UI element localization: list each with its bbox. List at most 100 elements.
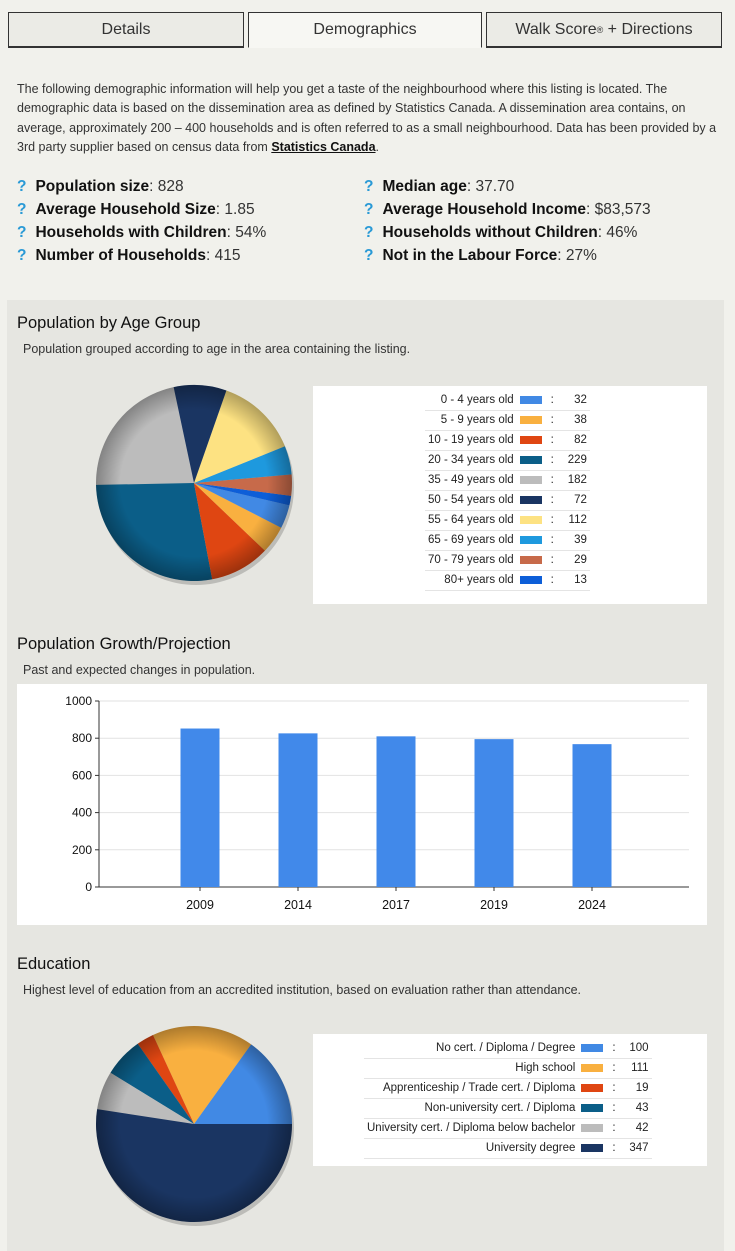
age-legend-row: 0 - 4 years old:32 — [425, 390, 590, 411]
age-legend-separator: : — [544, 410, 560, 431]
tab-demographics-label: Demographics — [313, 21, 417, 38]
education-legend-color-swatch — [581, 1143, 604, 1152]
age-legend-swatch — [516, 530, 545, 551]
growth-subtitle: Past and expected changes in population. — [23, 663, 256, 677]
education-legend-row: High school:111 — [364, 1058, 652, 1079]
age-legend-swatch — [516, 470, 545, 491]
education-legend-row: No cert. / Diploma / Degree:100 — [364, 1038, 652, 1059]
age-group-subtitle: Population grouped according to age in t… — [23, 342, 411, 356]
statistics-canada-link[interactable]: Statistics Canada — [271, 139, 376, 154]
help-icon[interactable]: ? — [364, 201, 374, 218]
age-legend-swatch — [516, 510, 545, 531]
stat-households-with-children: ? Households with Children: 54% — [17, 224, 266, 242]
growth-y-tick-label: 1000 — [65, 694, 92, 708]
help-icon[interactable]: ? — [17, 178, 27, 195]
stat-label: Average Household Income — [382, 201, 587, 218]
education-legend-table: No cert. / Diploma / Degree:100 High scho… — [364, 1038, 652, 1159]
age-legend-swatch — [516, 410, 545, 431]
age-legend-separator: : — [544, 390, 560, 411]
growth-title: Population Growth/Projection — [17, 635, 231, 653]
growth-x-tick-label: 2019 — [480, 898, 508, 912]
age-legend-label: 70 - 79 years old — [425, 550, 517, 571]
help-icon[interactable]: ? — [17, 224, 27, 241]
help-icon[interactable]: ? — [17, 201, 27, 218]
education-shading — [96, 1026, 292, 1222]
education-legend-label: University cert. / Diploma below bachelo… — [364, 1118, 579, 1139]
education-legend-value: 19 — [621, 1078, 652, 1099]
education-title: Education — [17, 955, 91, 973]
education-legend-value: 43 — [621, 1098, 652, 1119]
education-legend-swatch — [578, 1138, 607, 1159]
age-legend-color-swatch — [519, 495, 542, 504]
education-legend-row: Apprenticeship / Trade cert. / Diploma:1… — [364, 1078, 652, 1099]
age-legend-color-swatch — [519, 435, 542, 444]
age-legend-value: 39 — [559, 530, 590, 551]
growth-x-tick-label: 2014 — [284, 898, 312, 912]
tab-walk-score-directions[interactable]: Walk Score ® + Directions — [486, 12, 722, 48]
education-legend-separator: : — [606, 1078, 622, 1099]
education-legend-separator: : — [606, 1118, 622, 1139]
tab-walk-score-suffix: + Directions — [603, 20, 693, 38]
age-legend-value: 32 — [559, 390, 590, 411]
education-legend-row: Non-university cert. / Diploma:43 — [364, 1098, 652, 1119]
age-legend-row: 55 - 64 years old:112 — [425, 510, 590, 531]
age-legend-value: 82 — [559, 430, 590, 451]
age-legend-value: 182 — [559, 470, 590, 491]
age-legend-row: 70 - 79 years old:29 — [425, 550, 590, 571]
age-legend-color-swatch — [519, 415, 542, 424]
age-legend-label: 65 - 69 years old — [425, 530, 517, 551]
stat-label: Number of Households — [35, 247, 206, 264]
education-legend-value: 111 — [621, 1058, 652, 1079]
age-legend-label: 5 - 9 years old — [425, 410, 517, 431]
age-legend-color-swatch — [519, 515, 542, 524]
age-legend-color-swatch — [519, 555, 542, 564]
age-legend-value: 112 — [559, 510, 590, 531]
education-legend-row: University cert. / Diploma below bachelo… — [364, 1118, 652, 1139]
tab-details[interactable]: Details — [8, 12, 244, 48]
education-legend-color-swatch — [581, 1083, 604, 1092]
age-legend-swatch — [516, 430, 545, 451]
stat-value: : 46% — [597, 224, 638, 241]
age-group-legend-table: 0 - 4 years old:32 5 - 9 years old:38 10 -… — [425, 390, 590, 591]
age-legend-swatch — [516, 390, 545, 411]
stat-label: Not in the Labour Force — [382, 247, 558, 264]
stat-average-household-income: ? Average Household Income: $83,573 — [364, 201, 651, 219]
stat-value: : 1.85 — [215, 201, 255, 218]
age-legend-row: 80+ years old:13 — [425, 570, 590, 591]
help-icon[interactable]: ? — [364, 247, 374, 264]
education-legend-swatch — [578, 1118, 607, 1139]
education-legend-label: High school — [364, 1058, 579, 1079]
age-legend-value: 229 — [559, 450, 590, 471]
growth-y-tick-label: 400 — [72, 806, 92, 820]
stat-value: : $83,573 — [586, 201, 651, 218]
education-legend-label: University degree — [364, 1138, 579, 1159]
stat-median-age: ? Median age: 37.70 — [364, 178, 514, 196]
growth-bar-2019 — [474, 739, 514, 887]
education-legend-value: 100 — [621, 1038, 652, 1059]
stat-population-size: ? Population size: 828 — [17, 178, 184, 196]
tab-details-label: Details — [101, 20, 151, 38]
stat-average-household-size: ? Average Household Size: 1.85 — [17, 201, 255, 219]
age-legend-row: 35 - 49 years old:182 — [425, 470, 590, 491]
age-legend-separator: : — [544, 570, 560, 591]
growth-x-tick-label: 2017 — [382, 898, 410, 912]
growth-y-tick-label: 600 — [72, 768, 92, 782]
age-group-title: Population by Age Group — [17, 314, 201, 332]
age-legend-label: 20 - 34 years old — [425, 450, 517, 471]
intro-text: The following demographic information wi… — [17, 82, 717, 154]
help-icon[interactable]: ? — [17, 247, 27, 264]
help-icon[interactable]: ? — [364, 224, 374, 241]
age-legend-label: 10 - 19 years old — [425, 430, 517, 451]
age-legend-color-swatch — [519, 395, 542, 404]
age-legend-swatch — [516, 550, 545, 571]
age-legend-separator: : — [544, 490, 560, 511]
age-legend-label: 80+ years old — [425, 570, 517, 591]
age-legend-swatch — [516, 570, 545, 591]
tab-demographics[interactable]: Demographics — [248, 12, 482, 48]
age-legend-separator: : — [544, 470, 560, 491]
education-legend: No cert. / Diploma / Degree:100 High scho… — [313, 1034, 707, 1166]
age-legend-swatch — [516, 490, 545, 511]
age-legend-color-swatch — [519, 535, 542, 544]
age-legend-swatch — [516, 450, 545, 471]
help-icon[interactable]: ? — [364, 178, 374, 195]
